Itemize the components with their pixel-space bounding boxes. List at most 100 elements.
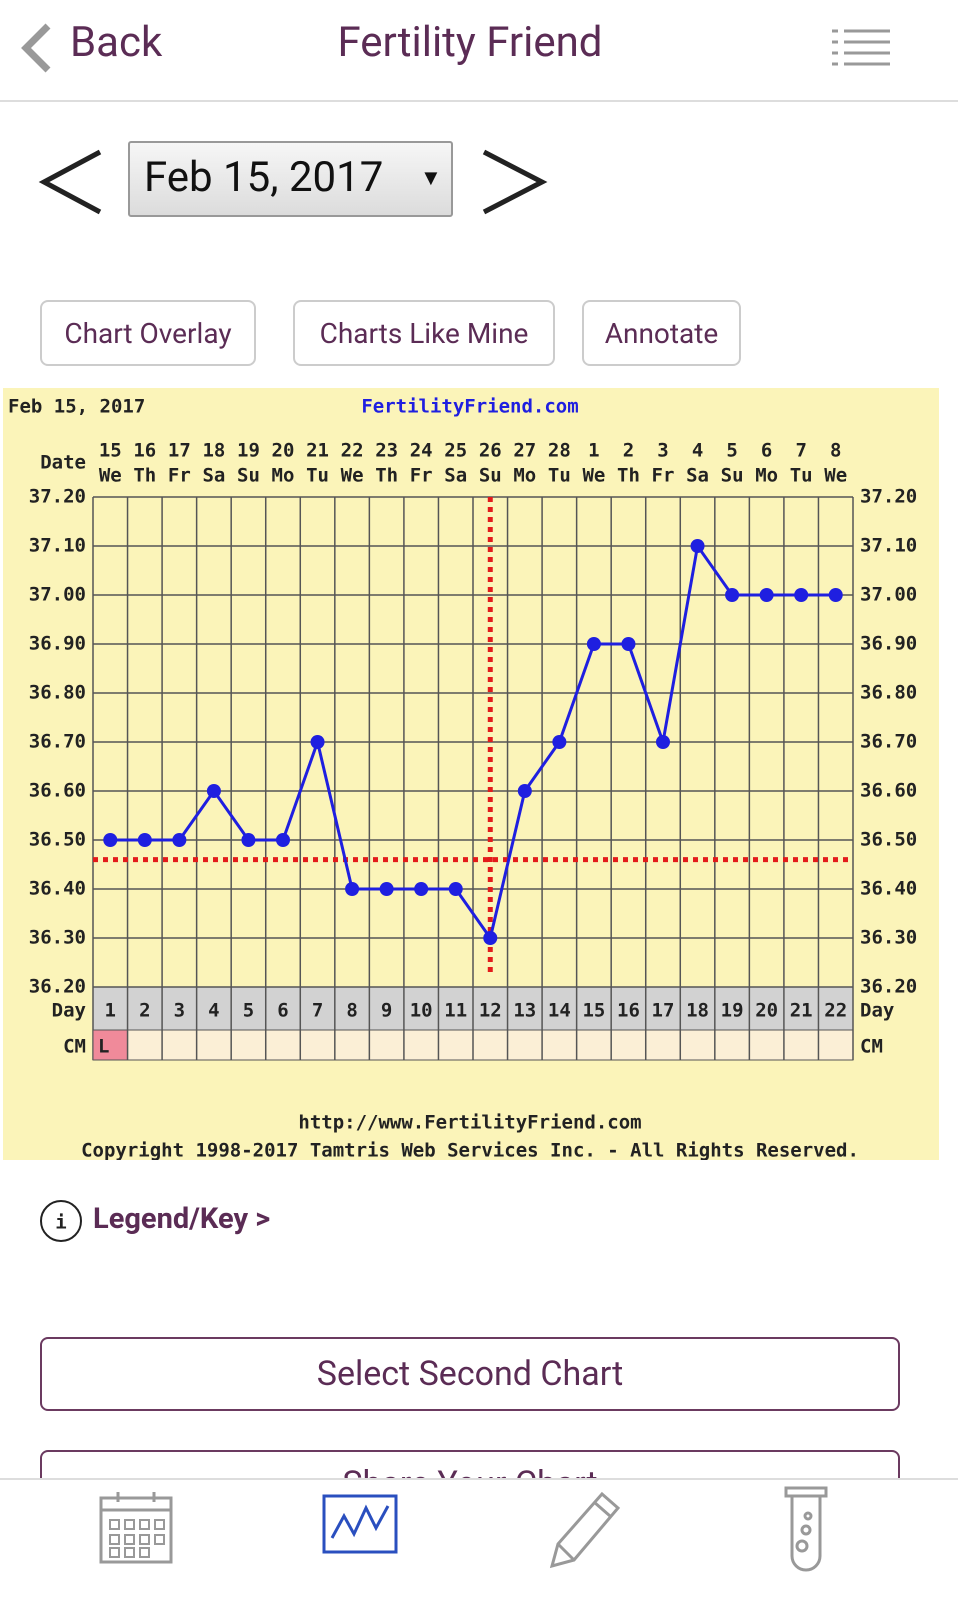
date-label: 24 <box>410 440 433 462</box>
select-second-chart-button[interactable]: Select Second Chart <box>40 1337 900 1411</box>
y-tick-label: 36.20 <box>29 976 86 998</box>
weekday-label: We <box>824 465 847 487</box>
chart-tab[interactable] <box>322 1494 398 1554</box>
y-tick-label: 37.00 <box>29 584 86 606</box>
date-label: 21 <box>306 440 329 462</box>
y-tick-label: 36.80 <box>29 682 86 704</box>
temperature-point <box>552 735 567 749</box>
temperature-point <box>725 588 740 602</box>
weekday-label: We <box>582 465 605 487</box>
weekday-label: We <box>341 465 364 487</box>
annotate-tab[interactable] <box>546 1486 624 1570</box>
weekday-label: Mo <box>755 465 778 487</box>
temperature-point <box>690 539 705 553</box>
day-label: 21 <box>790 1000 813 1022</box>
day-label: 5 <box>243 1000 254 1022</box>
day-label: 12 <box>479 1000 502 1022</box>
y-tick-label-right: 36.20 <box>860 976 917 998</box>
y-tick-label-right: 36.90 <box>860 633 917 655</box>
cm-cell <box>92 1029 129 1061</box>
temperature-point <box>656 735 670 749</box>
day-label: 17 <box>652 1000 675 1022</box>
date-label: 7 <box>795 440 806 462</box>
legend-link[interactable]: Legend/Key > <box>93 1202 271 1236</box>
y-tick-label: 36.60 <box>29 780 86 802</box>
date-label: 6 <box>761 440 772 462</box>
y-tick-label: 36.70 <box>29 731 86 753</box>
chart-url: http://www.FertilityFriend.com <box>298 1112 641 1134</box>
temperature-point <box>517 784 532 798</box>
bottom-nav <box>0 1478 958 1600</box>
date-row-label: Date <box>40 452 86 474</box>
date-label: 4 <box>692 440 703 462</box>
temperature-point <box>103 833 118 847</box>
y-tick-label-right: 37.00 <box>860 584 917 606</box>
weekday-label: Sa <box>444 465 467 487</box>
cm-row-label: CM <box>63 1036 86 1058</box>
chart-date: Feb 15, 2017 <box>8 396 145 418</box>
info-icon[interactable]: i <box>38 1198 84 1244</box>
temperature-point <box>448 882 463 896</box>
temperature-point <box>241 833 256 847</box>
cm-row-label-right: CM <box>860 1036 883 1058</box>
y-tick-label: 36.90 <box>29 633 86 655</box>
temperature-point <box>828 588 843 602</box>
day-label: 13 <box>513 1000 536 1022</box>
date-label: 5 <box>726 440 737 462</box>
temperature-point <box>137 833 152 847</box>
y-tick-label-right: 36.50 <box>860 829 917 851</box>
temperature-point <box>621 637 636 651</box>
weekday-label: Fr <box>652 465 675 487</box>
temperature-line <box>110 542 836 942</box>
date-label: 25 <box>444 440 467 462</box>
charts-like-mine-button[interactable]: Charts Like Mine <box>293 300 555 366</box>
y-tick-label: 37.20 <box>29 486 86 508</box>
y-tick-label: 36.40 <box>29 878 86 900</box>
date-label: 22 <box>341 440 364 462</box>
date-select[interactable]: Feb 15, 2017 ▼ <box>128 141 453 217</box>
temperature-point <box>586 637 601 651</box>
weekday-label: Th <box>133 465 156 487</box>
app-title: Fertility Friend <box>337 18 603 67</box>
cm-label: L <box>98 1036 109 1058</box>
chart: Feb 15, 2017 FertilityFriend.com Date Day Da… <box>3 388 939 1160</box>
chart-site: FertilityFriend.com <box>361 396 578 418</box>
back-link[interactable]: Back <box>70 18 163 67</box>
day-label: 9 <box>381 1000 392 1022</box>
back-icon[interactable] <box>18 22 54 74</box>
temperature-point <box>172 833 187 847</box>
y-tick-label-right: 37.20 <box>860 486 917 508</box>
date-label: 23 <box>375 440 398 462</box>
temperature-point <box>483 931 498 945</box>
date-label: 2 <box>623 440 634 462</box>
day-row-label-right: Day <box>860 1000 894 1022</box>
y-tick-label: 37.10 <box>29 535 86 557</box>
day-label: 3 <box>174 1000 185 1022</box>
day-label: 22 <box>824 1000 847 1022</box>
temperature-point <box>345 882 360 896</box>
chart-overlay-button[interactable]: Chart Overlay <box>40 300 256 366</box>
annotate-button[interactable]: Annotate <box>582 300 741 366</box>
prev-date[interactable] <box>38 148 104 216</box>
weekday-label: Fr <box>410 465 433 487</box>
day-label: 2 <box>139 1000 150 1022</box>
date-label: 8 <box>830 440 841 462</box>
temperature-point <box>379 882 394 896</box>
weekday-label: Fr <box>168 465 191 487</box>
day-label: 10 <box>410 1000 433 1022</box>
test-tab[interactable] <box>784 1486 828 1572</box>
date-label: 17 <box>168 440 191 462</box>
day-label: 8 <box>346 1000 357 1022</box>
menu-icon[interactable] <box>832 28 892 68</box>
temperature-point <box>310 735 325 749</box>
next-date[interactable] <box>480 148 548 216</box>
weekday-label: Su <box>479 465 502 487</box>
temperature-point <box>276 833 290 847</box>
day-label: 15 <box>582 1000 605 1022</box>
header: Back Fertility Friend <box>0 0 958 102</box>
day-row-label: Day <box>52 1000 86 1022</box>
date-label: 28 <box>548 440 571 462</box>
weekday-label: Mo <box>513 465 536 487</box>
calendar-tab[interactable] <box>98 1490 174 1566</box>
